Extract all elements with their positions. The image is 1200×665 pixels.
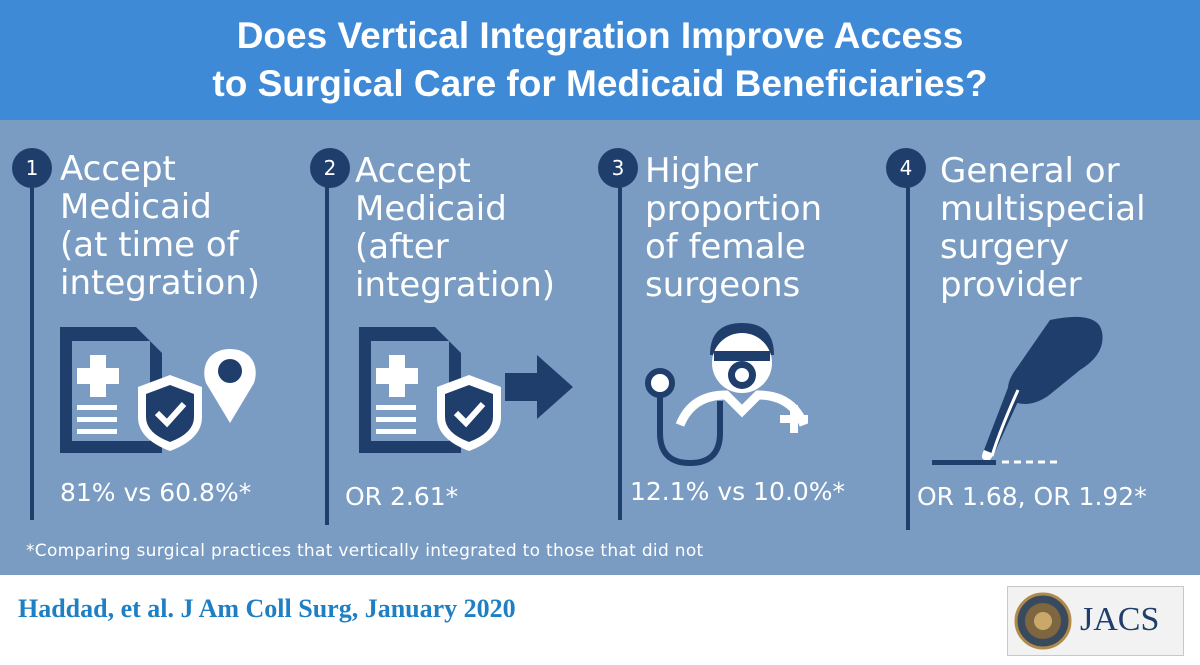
finding-number: 1: [12, 148, 52, 188]
citation: Haddad, et al. J Am Coll Surg, January 2…: [18, 594, 516, 623]
scalpel-hand-icon: [932, 316, 1103, 465]
header-banner: Does Vertical Integration Improve Access…: [0, 0, 1200, 120]
finding-stat: 81% vs 60.8%*: [60, 478, 252, 507]
finding-stat: 12.1% vs 10.0%*: [630, 477, 846, 506]
finding-number: 2: [310, 148, 350, 188]
finding-divider: [618, 160, 622, 520]
page-title: Does Vertical Integration Improve Access…: [0, 12, 1200, 108]
finding-stat: OR 1.68, OR 1.92*: [917, 482, 1147, 511]
finding-divider: [325, 160, 329, 525]
jacs-logo: JACS: [1007, 586, 1184, 656]
title-line-1: Does Vertical Integration Improve Access: [236, 15, 964, 56]
finding-2: 2 Accept Medicaid (after integration) OR…: [295, 120, 590, 575]
seal-icon: [1014, 592, 1072, 650]
arrow-right-icon: [505, 355, 573, 419]
shield-check-icon: [437, 375, 501, 451]
document-medical-icon: [359, 327, 573, 453]
finding-4: 4 General or multispecial surgery provid…: [885, 120, 1200, 575]
finding-divider: [30, 160, 34, 520]
finding-heading: Higher proportion of female surgeons: [645, 151, 823, 305]
location-pin-icon: [204, 349, 256, 423]
finding-stat: OR 2.61*: [345, 482, 459, 511]
finding-1: 1 Accept Medicaid (at time of integratio…: [0, 120, 295, 575]
finding-number: 3: [598, 148, 638, 188]
document-medical-icon: [60, 327, 256, 453]
finding-heading: General or multispecial surgery provider: [940, 151, 1146, 305]
finding-3: 3 Higher proportion of female surgeons 1…: [590, 120, 885, 575]
stethoscope-icon: [645, 368, 723, 467]
title-line-2: to Surgical Care for Medicaid Beneficiar…: [212, 63, 988, 104]
footnote: *Comparing surgical practices that verti…: [26, 541, 704, 561]
finding-heading: Accept Medicaid (after integration): [355, 151, 556, 305]
shield-check-icon: [138, 375, 202, 451]
findings-panel: 1 Accept Medicaid (at time of integratio…: [0, 120, 1200, 575]
finding-divider: [906, 160, 910, 530]
logo-text: JACS: [1080, 601, 1160, 638]
finding-heading: Accept Medicaid (at time of integration): [60, 149, 261, 303]
finding-number: 4: [886, 148, 926, 188]
female-surgeon-icon: [645, 323, 809, 467]
